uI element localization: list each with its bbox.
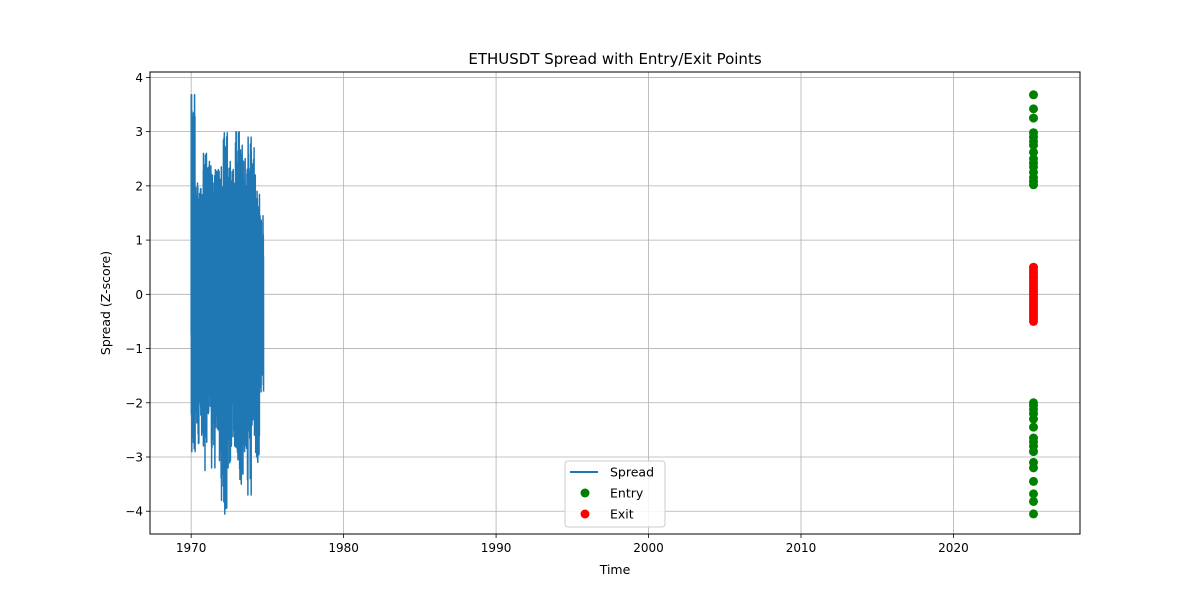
x-tick-label: 2010 (786, 541, 817, 555)
entry-point (1029, 104, 1038, 114)
legend-entry-swatch (580, 488, 590, 498)
x-tick-label: 2000 (633, 541, 664, 555)
exit-point (1029, 316, 1038, 326)
x-axis-title: Time (599, 562, 631, 577)
plot-data (190, 90, 1038, 519)
spread-series-line (190, 94, 265, 515)
y-tick-label: 0 (135, 288, 143, 302)
y-tick-label: −2 (125, 396, 143, 410)
entry-point (1029, 509, 1038, 519)
entry-point (1029, 489, 1038, 499)
grid (150, 72, 1080, 534)
plot-frame (149, 71, 1081, 535)
y-tick-label: −4 (125, 505, 143, 519)
x-tick-label: 2020 (938, 541, 969, 555)
entry-point (1029, 180, 1038, 190)
legend-exit-swatch (580, 509, 590, 519)
legend-label-entry: Entry (610, 486, 644, 501)
entry-point (1029, 476, 1038, 486)
legend-label-spread: Spread (610, 465, 654, 480)
y-tick-label: −1 (125, 342, 143, 356)
entry-point (1029, 147, 1038, 157)
legend: Spread Entry Exit (564, 460, 666, 528)
entry-point (1029, 422, 1038, 432)
x-tick-label: 1970 (176, 541, 207, 555)
y-tick-label: −3 (125, 451, 143, 465)
entry-point (1029, 414, 1038, 424)
y-tick-label: 4 (135, 71, 143, 85)
legend-label-exit: Exit (610, 507, 634, 522)
y-tick-label: 2 (135, 179, 143, 193)
y-axis-title: Spread (Z-score) (98, 251, 113, 355)
entry-point (1029, 496, 1038, 506)
entry-point (1029, 447, 1038, 457)
axis-ticks: 1970 1980 1990 2000 2010 2020 −4 −3 −2 −1 0 1 2 3 4 (125, 71, 968, 555)
y-tick-label: 3 (135, 125, 143, 139)
x-tick-label: 1990 (481, 541, 512, 555)
entry-point (1029, 90, 1038, 100)
x-tick-label: 1980 (328, 541, 359, 555)
entry-point (1029, 113, 1038, 123)
entry-point (1029, 140, 1038, 150)
y-tick-label: 1 (135, 234, 143, 248)
legend-box (564, 460, 666, 528)
chart-title: ETHUSDT Spread with Entry/Exit Points (468, 50, 761, 68)
entry-point (1029, 463, 1038, 473)
